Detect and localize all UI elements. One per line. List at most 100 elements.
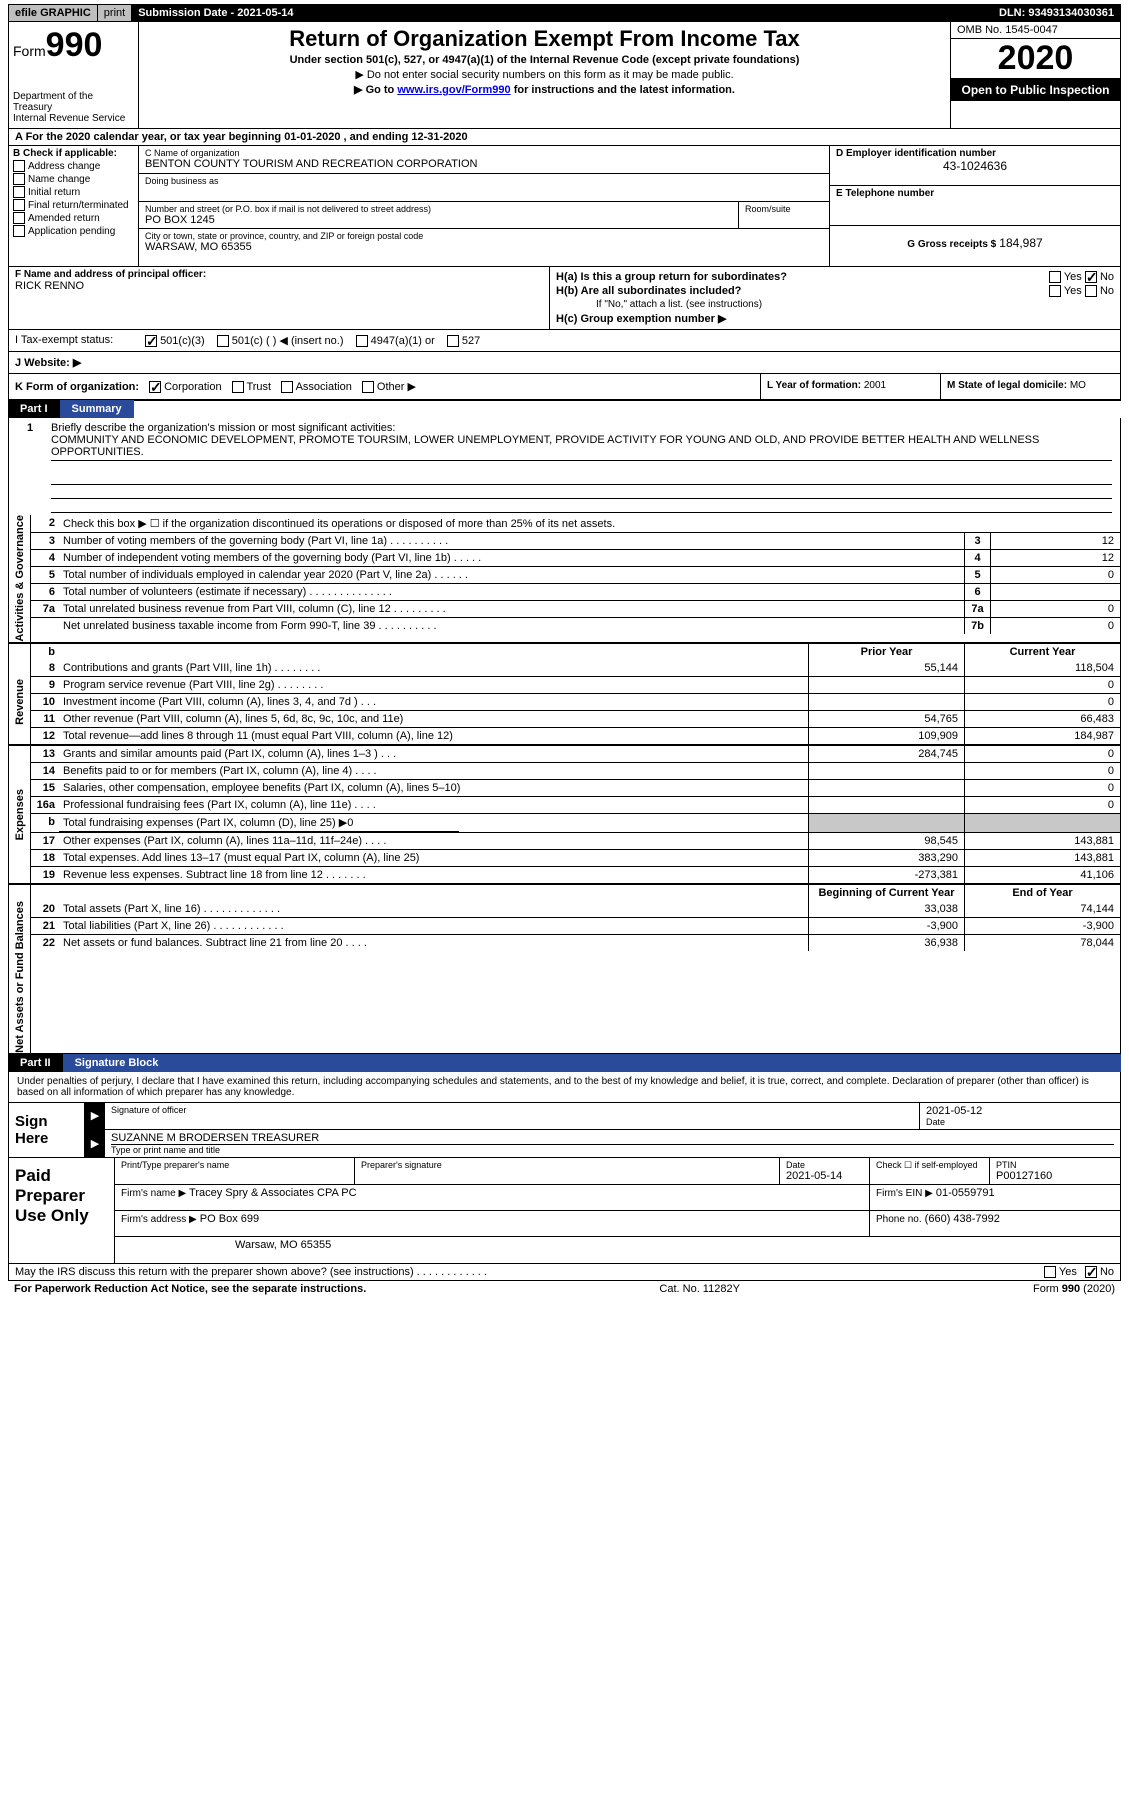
- k-corp: Corporation: [164, 381, 221, 393]
- c-name-label: C Name of organization: [145, 148, 823, 158]
- l-value: 2001: [864, 380, 886, 391]
- officer-h-row: F Name and address of principal officer:…: [8, 267, 1121, 330]
- sign-arrow-1: ▶: [85, 1103, 105, 1129]
- gov-row: 6Total number of volunteers (estimate if…: [31, 583, 1120, 600]
- discuss-row: May the IRS discuss this return with the…: [8, 1264, 1121, 1281]
- chk-pending[interactable]: Application pending: [13, 225, 134, 237]
- tax-label: I Tax-exempt status:: [9, 330, 139, 351]
- signature-block: Under penalties of perjury, I declare th…: [8, 1072, 1121, 1158]
- sum-row: 9Program service revenue (Part VIII, lin…: [31, 676, 1120, 693]
- sum-row: 10Investment income (Part VIII, column (…: [31, 693, 1120, 710]
- form-990-number: 990: [46, 26, 103, 64]
- tax-4947: 4947(a)(1) or: [371, 335, 435, 347]
- end-year-hdr: End of Year: [964, 885, 1120, 901]
- sum-row: 19Revenue less expenses. Subtract line 1…: [31, 866, 1120, 883]
- chk-name-change[interactable]: Name change: [13, 173, 134, 185]
- top-bar: efile GRAPHIC print Submission Date - 20…: [8, 4, 1121, 22]
- room-label: Room/suite: [745, 204, 823, 214]
- gross-label: G Gross receipts $: [907, 239, 996, 250]
- opt-amended: Amended return: [28, 213, 100, 224]
- discuss-no: No: [1100, 1266, 1114, 1278]
- chk-initial[interactable]: Initial return: [13, 186, 134, 198]
- current-year-hdr: Current Year: [964, 644, 1120, 660]
- irs-link[interactable]: www.irs.gov/Form990: [397, 84, 510, 96]
- officer-name-label: Type or print name and title: [111, 1145, 1114, 1155]
- sum-row: 8Contributions and grants (Part VIII, li…: [31, 660, 1120, 676]
- sum-row: 21Total liabilities (Part X, line 26) . …: [31, 917, 1120, 934]
- blank-line-2: [51, 485, 1112, 499]
- net-sidelabel: Net Assets or Fund Balances: [9, 901, 31, 1053]
- footer-left: For Paperwork Reduction Act Notice, see …: [14, 1283, 366, 1295]
- sub3-pre: ▶ Go to: [354, 84, 397, 96]
- footer-mid: Cat. No. 11282Y: [659, 1283, 740, 1295]
- part2-num: Part II: [8, 1054, 63, 1072]
- l-label: L Year of formation:: [767, 380, 861, 391]
- blank-line-3: [51, 499, 1112, 513]
- public-inspection: Open to Public Inspection: [951, 79, 1120, 101]
- addr-value: PO BOX 1245: [145, 214, 732, 226]
- line-b: b: [31, 644, 59, 660]
- part1-header: Part I Summary: [8, 400, 1121, 418]
- ha-label: H(a) Is this a group return for subordin…: [556, 271, 787, 283]
- hb-label: H(b) Are all subordinates included?: [556, 285, 741, 297]
- tax-501c: 501(c) ( ) ◀ (insert no.): [232, 335, 344, 347]
- k-assoc: Association: [296, 381, 352, 393]
- chk-address-change[interactable]: Address change: [13, 160, 134, 172]
- firm-name-label: Firm's name ▶: [121, 1188, 186, 1199]
- b-label: B Check if applicable:: [13, 148, 134, 159]
- firm-phone: (660) 438-7992: [925, 1213, 1000, 1225]
- opt-initial: Initial return: [28, 187, 80, 198]
- part1-num: Part I: [8, 400, 60, 418]
- sum-row: 20Total assets (Part X, line 16) . . . .…: [31, 901, 1120, 917]
- sum-row: 14Benefits paid to or for members (Part …: [31, 762, 1120, 779]
- sum-row: 13Grants and similar amounts paid (Part …: [31, 746, 1120, 762]
- omb-number: OMB No. 1545-0047: [951, 22, 1120, 39]
- k-trust: Trust: [246, 381, 271, 393]
- firm-ein: 01-0559791: [936, 1187, 995, 1199]
- m-label: M State of legal domicile:: [947, 380, 1067, 391]
- efile-label: efile GRAPHIC: [9, 5, 98, 21]
- sum-row: bTotal fundraising expenses (Part IX, co…: [31, 813, 1120, 832]
- sum-row: 22Net assets or fund balances. Subtract …: [31, 934, 1120, 951]
- preparer-block: Paid Preparer Use Only Print/Type prepar…: [8, 1158, 1121, 1264]
- chk-final[interactable]: Final return/terminated: [13, 199, 134, 211]
- tax-501c3: 501(c)(3): [160, 335, 205, 347]
- org-name: BENTON COUNTY TOURISM AND RECREATION COR…: [145, 158, 823, 170]
- ein-label: D Employer identification number: [836, 148, 1114, 159]
- city-label: City or town, state or province, country…: [145, 231, 823, 241]
- tax-527: 527: [462, 335, 480, 347]
- chk-amended[interactable]: Amended return: [13, 212, 134, 224]
- gov-row: 5Total number of individuals employed in…: [31, 566, 1120, 583]
- ha-yes: Yes: [1064, 271, 1082, 283]
- form-subtitle-2: ▶ Do not enter social security numbers o…: [147, 68, 942, 81]
- firm-phone-label: Phone no.: [876, 1214, 922, 1225]
- ptin-value: P00127160: [996, 1170, 1114, 1182]
- phone-label: E Telephone number: [836, 188, 1114, 199]
- firm-ein-label: Firm's EIN ▶: [876, 1188, 933, 1199]
- begin-year-hdr: Beginning of Current Year: [808, 885, 964, 901]
- summary-section: 1 Briefly describe the organization's mi…: [8, 418, 1121, 1053]
- discuss-question: May the IRS discuss this return with the…: [15, 1266, 1036, 1278]
- entity-block: B Check if applicable: Address change Na…: [8, 146, 1121, 267]
- print-button[interactable]: print: [98, 5, 132, 21]
- sign-here-label: Sign Here: [9, 1103, 85, 1157]
- k-row: K Form of organization: Corporation Trus…: [8, 374, 1121, 400]
- firm-name: Tracey Spry & Associates CPA PC: [189, 1187, 357, 1199]
- sum-row: 16aProfessional fundraising fees (Part I…: [31, 796, 1120, 813]
- f-label: F Name and address of principal officer:: [15, 269, 543, 280]
- firm-addr1: PO Box 699: [200, 1213, 259, 1225]
- m-value: MO: [1070, 380, 1086, 391]
- form-subtitle-3: ▶ Go to www.irs.gov/Form990 for instruct…: [147, 83, 942, 96]
- prep-date: 2021-05-14: [786, 1170, 863, 1182]
- gross-value: 184,987: [999, 236, 1042, 250]
- k-other: Other ▶: [377, 381, 416, 393]
- self-emp-check[interactable]: Check ☐ if self-employed: [870, 1158, 990, 1184]
- website-label: J Website: ▶: [15, 356, 81, 369]
- sum-row: 12Total revenue—add lines 8 through 11 (…: [31, 727, 1120, 744]
- opt-address: Address change: [28, 161, 100, 172]
- sign-arrow-2: ▶: [85, 1130, 105, 1157]
- form-label-text: Form: [13, 43, 46, 59]
- line1-num: 1: [27, 422, 33, 434]
- mission-label: Briefly describe the organization's miss…: [51, 422, 395, 434]
- city-value: WARSAW, MO 65355: [145, 241, 823, 253]
